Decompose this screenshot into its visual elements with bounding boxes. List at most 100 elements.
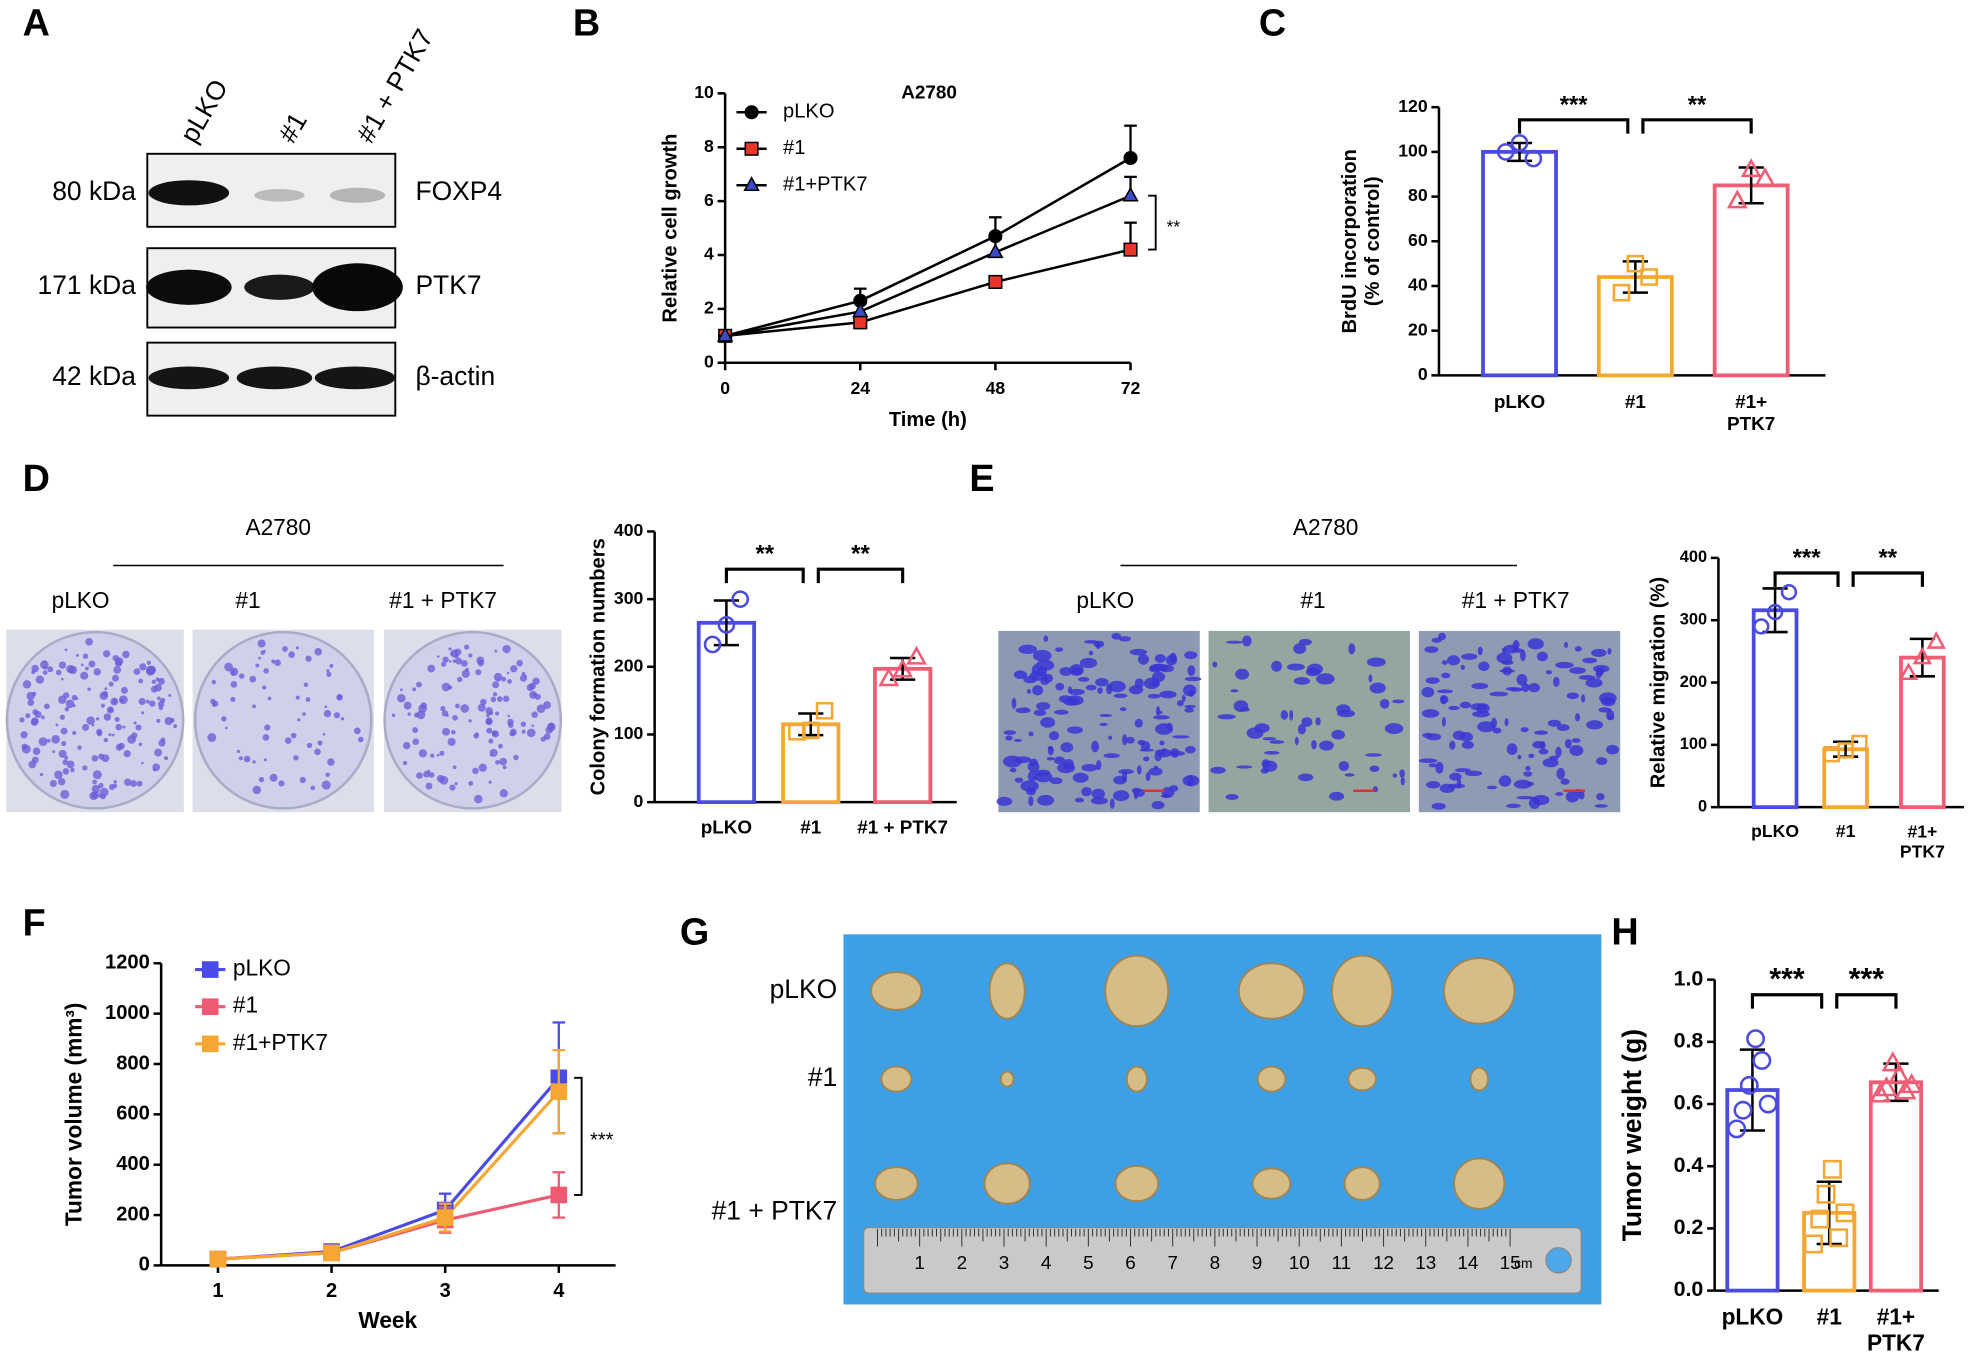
colony-dot — [412, 727, 419, 733]
colony-dot — [212, 703, 216, 707]
migrated-cell — [1472, 710, 1490, 718]
colony-dot — [40, 715, 45, 720]
colony-dot — [46, 738, 51, 743]
migrated-cell — [1449, 740, 1456, 750]
colony-dot — [118, 742, 125, 750]
colony-dot — [325, 772, 330, 778]
colony-dot — [263, 758, 267, 762]
migrated-cell — [1520, 727, 1529, 733]
colony-dot — [123, 750, 131, 758]
y-tick-label: 0 — [634, 791, 644, 811]
migrated-cell — [1486, 785, 1498, 790]
x-tick-label: #1 — [800, 818, 821, 839]
band — [236, 366, 313, 390]
y-tick-label: 6 — [704, 190, 714, 210]
colony-dot — [494, 649, 498, 653]
colony-dot — [115, 723, 123, 731]
colony-dot — [491, 730, 497, 736]
colony-dot — [62, 759, 69, 766]
marker — [1898, 662, 1919, 680]
migrated-cell — [1528, 753, 1535, 759]
colony-dot — [282, 646, 288, 652]
marker — [717, 616, 736, 634]
migrated-cell — [1043, 635, 1049, 642]
migrated-cell — [1591, 648, 1607, 657]
migrated-cell — [1392, 699, 1405, 704]
significance-label: ** — [851, 541, 870, 568]
migrated-cell — [1184, 707, 1194, 713]
colony-dot — [520, 721, 526, 727]
colony-dot — [49, 779, 57, 788]
panel-letter: E — [969, 458, 994, 500]
legend-label: pLKO — [783, 101, 834, 123]
migrated-cell — [1113, 693, 1128, 699]
colony-dot — [32, 747, 41, 756]
colony-dot — [314, 648, 322, 656]
migrated-cell — [1065, 695, 1084, 706]
x-tick-label: #1 — [1817, 1303, 1842, 1329]
migrated-cell — [1461, 741, 1474, 749]
migrated-cell — [1523, 771, 1533, 777]
marker — [1835, 1203, 1855, 1223]
series-line — [217, 1090, 560, 1261]
colony-dot — [526, 728, 536, 738]
marker — [1510, 134, 1529, 152]
colony-dot — [99, 691, 109, 701]
marker — [988, 274, 1003, 289]
panel-letter: C — [1259, 2, 1286, 44]
colony-dot — [425, 782, 433, 790]
colony-dot — [55, 723, 59, 727]
migrated-cell — [1311, 739, 1317, 750]
colony-dot — [423, 770, 431, 778]
colony-dot — [516, 659, 524, 667]
colony-dot — [112, 733, 115, 737]
migration-images: A2780 pLKO #1 #1 + PTK7 — [996, 514, 1621, 813]
marker — [1746, 1029, 1766, 1049]
colony-dot — [455, 703, 460, 709]
migrated-cell — [1516, 796, 1535, 800]
migrated-cell — [1059, 667, 1073, 676]
migrated-cell — [1097, 687, 1103, 694]
band — [148, 180, 230, 206]
lane-label: pLKO — [174, 74, 234, 148]
migrated-cell — [1448, 783, 1466, 789]
colony-dot — [521, 729, 526, 734]
colony-dot — [136, 780, 143, 787]
colony-dot — [146, 660, 152, 665]
tumor — [870, 971, 923, 1011]
colony-dot — [326, 669, 330, 673]
marker — [1758, 1094, 1778, 1114]
colony-dot — [243, 755, 251, 763]
colony-dot — [72, 730, 77, 735]
migrated-cell — [1182, 684, 1197, 697]
x-tick-label: #1 + PTK7 — [857, 818, 948, 839]
colony-dot — [437, 655, 440, 658]
colony-dot — [263, 649, 266, 653]
colony-dot — [521, 671, 526, 676]
migrated-cell — [1555, 792, 1564, 796]
colony-dot — [492, 692, 498, 697]
tumor — [1237, 962, 1306, 1020]
lane-label: #1 — [272, 107, 313, 147]
migrated-cell — [1399, 769, 1405, 778]
colony-dot — [529, 690, 538, 699]
colony-dot — [451, 729, 456, 735]
migrated-cell — [1014, 756, 1032, 764]
series-line — [217, 1076, 561, 1261]
legend-label: #1 — [233, 992, 258, 1018]
colony-dot — [156, 696, 161, 701]
migrated-cell — [1269, 740, 1285, 744]
migrated-cell — [1026, 689, 1031, 694]
migrated-cell — [1090, 797, 1108, 805]
colony-dot — [442, 727, 451, 736]
tumor — [1256, 1065, 1287, 1093]
colony-dot — [258, 656, 261, 660]
y-tick-label: 0 — [1698, 797, 1707, 815]
migrated-cell — [1040, 677, 1050, 686]
y-tick-label: 80 — [1408, 185, 1428, 205]
marker — [1753, 618, 1770, 635]
x-tick-label: 2 — [326, 1280, 337, 1302]
colony-dot — [112, 783, 118, 789]
